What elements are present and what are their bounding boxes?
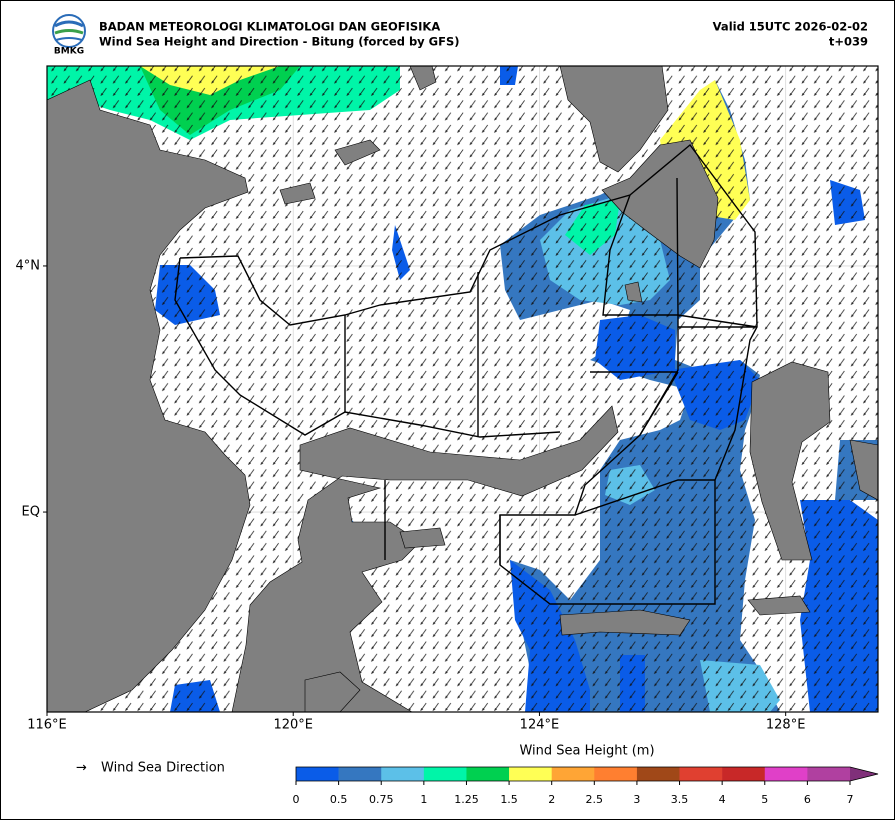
colorbar-segment	[466, 767, 510, 781]
lead-time: t+039	[829, 35, 868, 49]
zones	[174, 143, 758, 605]
colorbar: 0 0.5 0.75 1 1.25 1.5 2 2.5 3 3.5 4 5 6 7	[293, 766, 879, 806]
colorbar-tick-label: 2.5	[586, 793, 604, 806]
y-tick-label: 4°N	[16, 258, 41, 273]
colorbar-tick-label: 3	[633, 793, 640, 806]
colorbar-segment	[296, 767, 339, 781]
colorbar-segment	[807, 767, 851, 781]
colorbar-tick-label: 7	[847, 793, 854, 806]
colorbar-tick-label: 1.5	[500, 793, 518, 806]
colorbar-extension	[850, 767, 878, 781]
colorbar-tick-label: 1.25	[454, 793, 479, 806]
legend-label: Wind Sea Direction	[101, 761, 225, 776]
colorbar-segment	[679, 767, 723, 781]
colorbar-label: Wind Sea Height (m)	[519, 744, 654, 759]
colorbar-tick-label: 4	[719, 793, 726, 806]
colorbar-tick-label: 1	[420, 793, 427, 806]
legend-symbol: →	[76, 761, 87, 776]
colorbar-segment	[636, 767, 680, 781]
colorbar-segment	[338, 767, 382, 781]
colorbar-segment	[509, 767, 552, 781]
colorbar-outline	[295, 766, 879, 782]
land	[47, 66, 878, 712]
title: Wind Sea Height and Direction - Bitung (…	[99, 35, 460, 49]
colorbar-tick-label: 0.5	[330, 793, 348, 806]
colorbar-tick-label: 2	[548, 793, 555, 806]
x-tick-label: 128°E	[766, 718, 806, 733]
agency: BADAN METEOROLOGI KLIMATOLOGI DAN GEOFIS…	[99, 20, 440, 34]
x-tick-label: 124°E	[520, 718, 560, 733]
x-tick-label: 120°E	[273, 718, 313, 733]
y-tick-label: EQ	[22, 505, 40, 520]
colorbar-tick-label: 5	[761, 793, 768, 806]
colorbar-segment	[764, 767, 808, 781]
logo: BMKG	[52, 14, 86, 57]
valid-time: Valid 15UTC 2026-02-02	[713, 20, 868, 34]
map	[47, 66, 878, 712]
colorbar-segment	[381, 767, 425, 781]
colorbar-segment	[594, 767, 638, 781]
map-border	[46, 65, 879, 713]
colorbar-tick-label: 0	[293, 793, 300, 806]
colorbar-segment	[423, 767, 467, 781]
colorbar-tick-label: 3.5	[671, 793, 689, 806]
colorbar-tick-label: 6	[804, 793, 811, 806]
colorbar-segment	[551, 767, 595, 781]
logo-text: BMKG	[54, 47, 84, 57]
colorbar-segment	[722, 767, 766, 781]
colorbar-tick-label: 0.75	[369, 793, 394, 806]
x-tick-label: 116°E	[27, 718, 67, 733]
